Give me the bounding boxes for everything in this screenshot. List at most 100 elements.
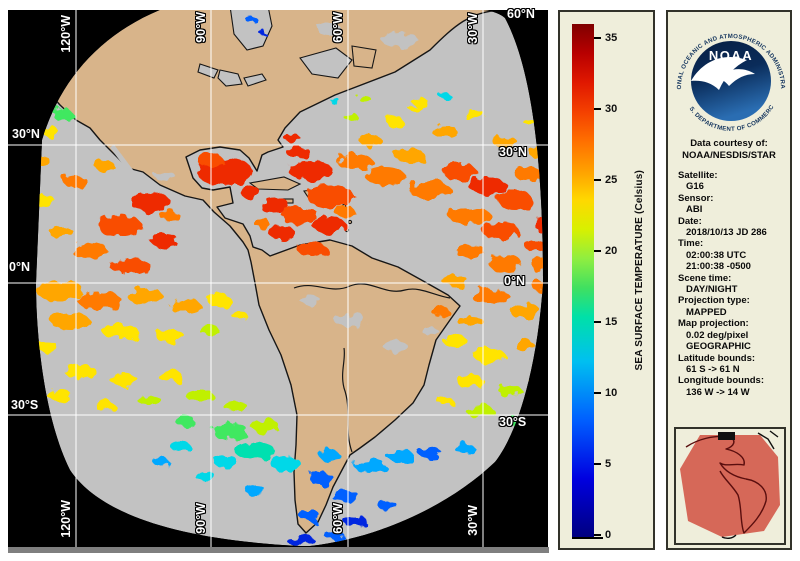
thumbnail-hudson-bay — [718, 432, 735, 440]
sst-patch — [537, 215, 543, 235]
thumbnail-coverage-overlay — [680, 435, 780, 537]
sst-patch — [288, 160, 332, 180]
info-field-label: Sensor: — [678, 192, 714, 204]
sst-patch — [409, 181, 451, 199]
metadata-fields: Satellite: G16 Sensor: ABI Date: 2018/10/13 J… — [671, 170, 787, 398]
sst-patch — [343, 112, 357, 120]
info-field-label: Date: — [678, 215, 702, 227]
map-panel — [8, 10, 548, 547]
colorbar-tick — [594, 108, 601, 110]
sst-patch — [245, 485, 265, 495]
sst-patch — [281, 207, 319, 225]
sst-patch — [36, 195, 55, 207]
colorbar-tick — [594, 534, 601, 536]
data-courtesy-org: NOAA/NESDIS/STAR — [682, 149, 776, 161]
sst-patch — [442, 275, 468, 287]
info-field-value: ABI — [686, 204, 703, 216]
amazon-river — [293, 283, 451, 299]
sst-patch — [95, 401, 115, 411]
info-field-value: GEOGRAPHIC — [686, 341, 751, 353]
sst-patch — [524, 118, 536, 126]
info-field-value: 136 W -> 14 W — [686, 386, 750, 398]
colorbar-tick-label: 35 — [605, 32, 618, 44]
lake-michigan-huron — [217, 69, 243, 87]
sst-patch — [155, 171, 175, 181]
sst-patch — [110, 257, 150, 275]
sst-patch — [408, 105, 422, 111]
sst-patch — [449, 207, 491, 225]
sst-patch — [127, 288, 163, 304]
sst-patch — [254, 218, 270, 228]
sst-patch — [386, 117, 404, 127]
sst-patch — [257, 29, 265, 33]
sst-patch — [335, 206, 355, 218]
colorbar-tick-label: 5 — [605, 458, 612, 470]
data-courtesy-line: Data courtesy of: — [690, 138, 768, 149]
sst-patch — [525, 240, 543, 252]
coverage-thumbnail — [674, 427, 786, 545]
colorbar-tick — [594, 321, 601, 323]
sst-patch — [286, 146, 310, 158]
sst-patch — [331, 99, 341, 105]
lake-superior — [197, 63, 219, 79]
sst-patch — [232, 312, 248, 320]
info-field-label: Time: — [678, 238, 704, 250]
sst-patch — [313, 218, 347, 234]
sst-patch — [498, 385, 522, 397]
colorbar-tick — [594, 392, 601, 394]
noaa-wave-swoosh — [691, 56, 747, 90]
sst-patch — [532, 256, 543, 274]
sst-patch — [443, 164, 477, 180]
sst-patch — [359, 134, 381, 146]
sst-patch — [170, 441, 190, 451]
sst-patch — [471, 288, 509, 304]
sst-patch — [200, 326, 220, 336]
info-field-label: Map projection: — [678, 318, 749, 330]
colorbar-tick-label: 20 — [605, 245, 618, 257]
sst-patch — [418, 448, 442, 458]
full-disk-sst-map — [8, 10, 548, 547]
sst-patch — [48, 225, 72, 237]
sst-patch — [474, 349, 506, 363]
sst-patch — [515, 166, 541, 182]
sst-patch — [152, 457, 168, 465]
sst-patch — [439, 93, 451, 99]
sst-patch — [431, 306, 449, 316]
sst-patch — [422, 327, 438, 335]
thumbnail-coastline-patagonia — [721, 534, 737, 540]
sst-patch — [464, 111, 486, 121]
sst-patch — [260, 198, 290, 214]
sst-patch — [64, 364, 96, 378]
sst-patch — [383, 340, 407, 352]
sst-patch — [251, 419, 279, 433]
sst-patch — [111, 375, 139, 387]
info-field-value: 21:00:38 -0500 — [686, 261, 751, 273]
info-field-label: Projection type: — [678, 295, 750, 307]
sst-patch — [130, 192, 170, 212]
latitude-longitude-grid — [8, 10, 548, 547]
sst-patch — [175, 416, 195, 426]
noaa-logo-icon: NOAA NATIONAL OCEANIC AND ATMOSPHERIC AD… — [673, 20, 786, 133]
sst-patch — [158, 370, 182, 382]
sst-patch — [457, 315, 483, 327]
sst-patch — [382, 32, 418, 48]
noaa-acronym: NOAA — [709, 48, 753, 63]
sst-patch — [320, 450, 340, 462]
info-field-value: G16 — [686, 181, 704, 193]
sst-patch — [310, 472, 334, 486]
antilles-island — [347, 219, 353, 225]
lake-erie-ontario — [243, 73, 267, 87]
sst-patch — [213, 455, 237, 467]
sst-patch — [443, 335, 467, 347]
sst-patch — [354, 460, 386, 472]
sst-patch — [72, 242, 108, 260]
sst-patch — [297, 242, 327, 256]
sst-patch — [515, 341, 535, 351]
gulf-of-st-lawrence — [299, 47, 353, 79]
sst-patch — [198, 152, 222, 168]
info-field-label: Satellite: — [678, 170, 718, 181]
info-field-value: 02:00:38 UTC — [686, 249, 747, 261]
colorbar-tick — [594, 37, 601, 39]
colorbar-title: SEA SURFACE TEMPERATURE (Celsius) — [634, 170, 645, 371]
